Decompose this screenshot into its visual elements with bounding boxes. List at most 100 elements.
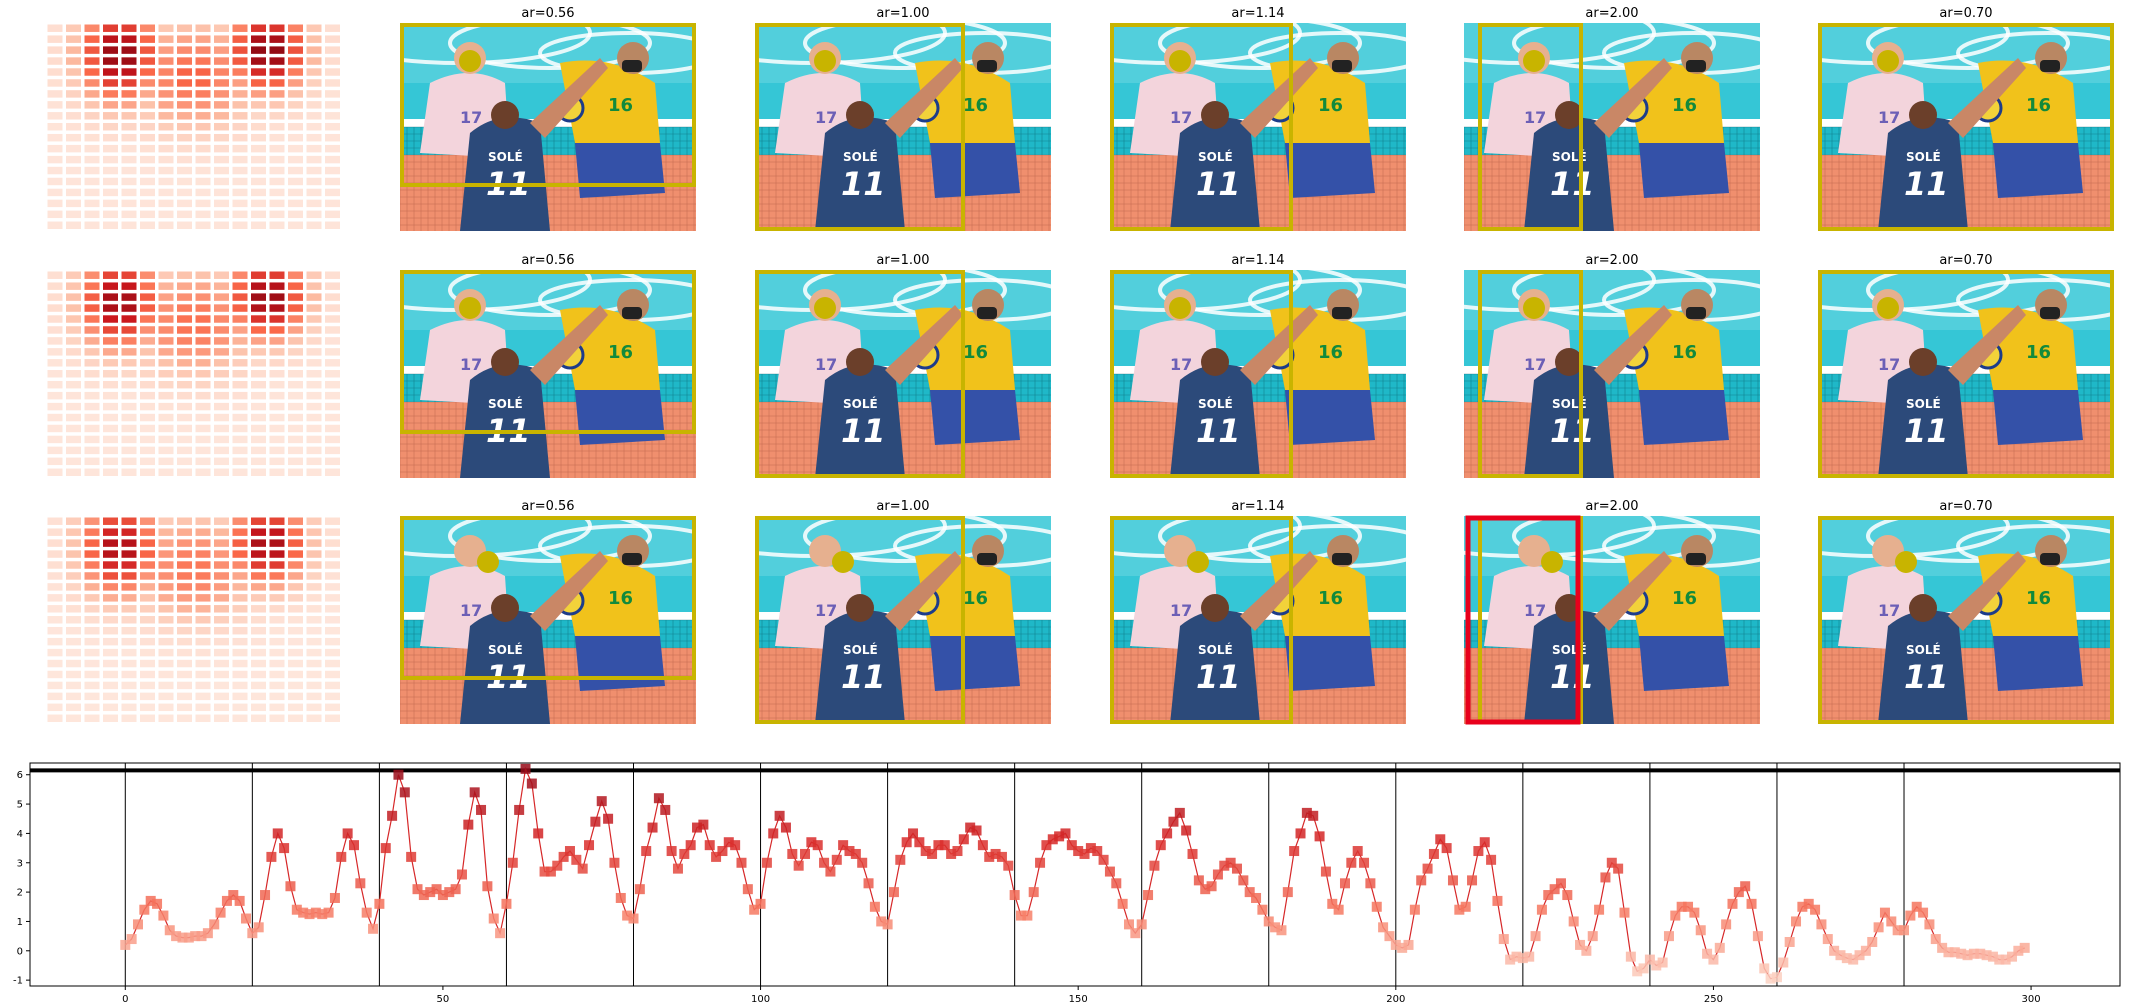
series-marker: [1708, 954, 1719, 965]
heatmap-cell: [251, 681, 266, 690]
svg-text:11: 11: [1904, 658, 1949, 696]
heatmap-cell: [103, 166, 118, 175]
heatmap-cell: [66, 413, 81, 422]
heatmap-cell: [306, 605, 322, 613]
heatmap-cell: [214, 210, 229, 219]
heatmap-cell: [177, 133, 192, 142]
heatmap: [47, 24, 340, 229]
heatmap-cell: [177, 594, 192, 602]
series-marker: [793, 860, 804, 871]
series-marker: [819, 857, 830, 868]
series-marker: [202, 928, 213, 939]
series-marker: [272, 828, 283, 839]
series-marker: [1327, 898, 1338, 909]
heatmap-cell: [325, 90, 340, 98]
svg-text:11: 11: [1550, 412, 1595, 450]
series-marker: [933, 840, 944, 851]
heatmap-cell: [103, 561, 118, 569]
heatmap-cell: [177, 692, 192, 701]
heatmap-cell: [121, 90, 137, 98]
heatmap-cell: [121, 24, 137, 32]
heatmap-cell: [84, 681, 100, 690]
series-marker: [1606, 857, 1617, 868]
series-marker: [1683, 901, 1694, 912]
heatmap-cell: [195, 517, 211, 525]
series-marker: [304, 909, 315, 920]
heatmap-cell: [325, 293, 340, 301]
heatmap-cell: [103, 468, 118, 476]
heatmap-cell: [103, 79, 118, 87]
heatmap-cell: [121, 637, 137, 646]
series-marker: [971, 825, 982, 836]
heatmap-cell: [214, 370, 229, 378]
heatmap-cell: [269, 271, 285, 279]
heatmap-cell: [103, 46, 118, 54]
heatmap-cell: [158, 714, 174, 722]
svg-text:17: 17: [460, 601, 482, 620]
x-tick-label: 150: [1069, 994, 1088, 1004]
heatmap-cell: [288, 446, 303, 455]
heatmap-cell: [47, 35, 63, 43]
heatmap-cell: [66, 166, 81, 175]
heatmap-cell: [84, 348, 100, 356]
heatmap-cell: [121, 594, 137, 602]
heatmap-cell: [269, 337, 285, 345]
series-marker: [1854, 950, 1865, 961]
heatmap-cell: [325, 35, 340, 43]
heatmap-cell: [288, 46, 303, 54]
series-marker: [1968, 948, 1979, 959]
series-marker: [1460, 901, 1471, 912]
heatmap-cell: [47, 79, 63, 87]
keypoint-marker: [1895, 551, 1917, 573]
heatmap-cell: [84, 359, 100, 367]
heatmap-cell: [232, 282, 248, 290]
heatmap-cell: [232, 572, 248, 580]
svg-text:16: 16: [963, 588, 988, 609]
heatmap-cell: [66, 90, 81, 98]
heatmap-cell: [214, 714, 229, 722]
heatmap-cell: [232, 670, 248, 679]
heatmap-cell: [84, 528, 100, 536]
heatmap-cell: [325, 155, 340, 164]
heatmap-cell: [251, 370, 266, 378]
heatmap-cell: [84, 188, 100, 197]
heatmap-cell: [232, 435, 248, 444]
series-marker: [374, 898, 385, 909]
heatmap-cell: [158, 468, 174, 476]
heatmap-cell: [158, 166, 174, 175]
series-marker: [920, 846, 931, 857]
heatmap-cell: [269, 692, 285, 701]
series-marker: [1575, 939, 1586, 950]
heatmap-cell: [251, 637, 266, 646]
heatmap-cell: [103, 637, 118, 646]
heatmap-cell: [47, 637, 63, 646]
heatmap-cell: [232, 370, 248, 378]
heatmap-cell: [306, 79, 322, 87]
svg-text:SOLÉ: SOLÉ: [1198, 642, 1233, 657]
y-tick-label: 1: [17, 917, 23, 928]
keypoint-marker: [459, 50, 481, 72]
heatmap-cell: [288, 637, 303, 646]
heatmap-cell: [232, 659, 248, 668]
series-marker: [742, 884, 753, 895]
heatmap-cell: [195, 46, 211, 54]
series-marker: [190, 931, 201, 942]
heatmap-cell: [158, 583, 174, 591]
heatmap-cell: [140, 714, 155, 722]
series-marker: [1511, 951, 1522, 962]
series-marker: [888, 887, 899, 898]
heatmap-cell: [288, 659, 303, 668]
heatmap-cell: [66, 57, 81, 65]
heatmap-cell: [140, 166, 155, 175]
series-marker: [1879, 907, 1890, 918]
heatmap-cell: [47, 166, 63, 175]
heatmap-cell: [251, 271, 266, 279]
heatmap-cell: [232, 561, 248, 569]
series-marker: [1346, 857, 1357, 868]
heatmap-cell: [306, 380, 322, 389]
series-marker: [914, 837, 925, 848]
heatmap-cell: [84, 24, 100, 32]
heatmap-cell: [195, 359, 211, 367]
